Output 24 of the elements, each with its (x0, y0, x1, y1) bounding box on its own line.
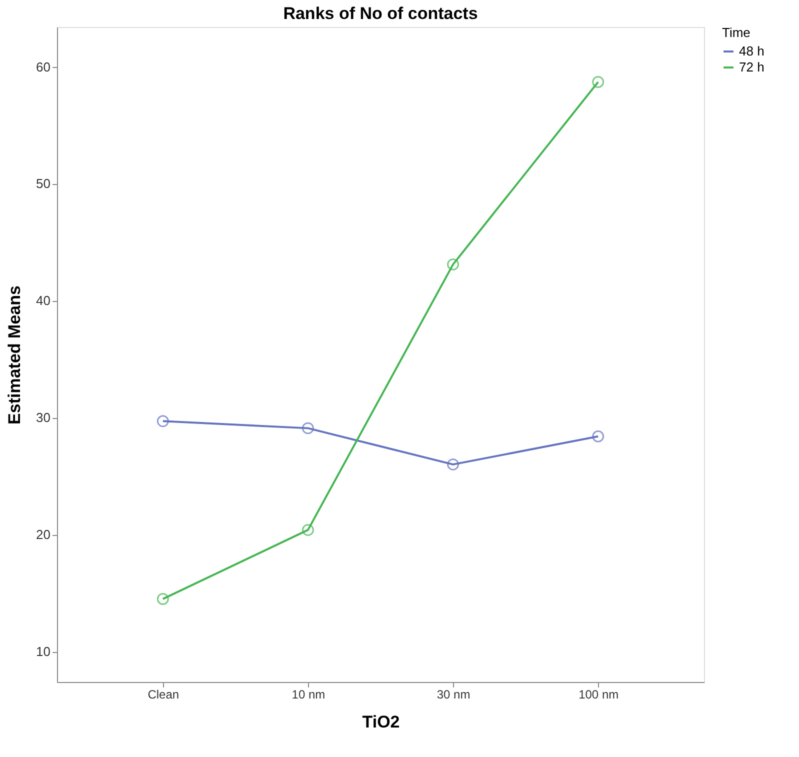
x-tick-label: 30 nm (436, 688, 470, 702)
point (156, 415, 169, 428)
point (302, 422, 314, 434)
x-tick-label: 10 nm (292, 688, 326, 702)
y-tick-label: 60 (36, 59, 50, 74)
y-tick-label: 50 (36, 176, 50, 192)
point (592, 430, 604, 442)
y-tick-label: 40 (36, 293, 50, 308)
x-axis-title: TiO2 (362, 712, 400, 732)
point (156, 592, 169, 605)
y-axis-title: Estimated Means (5, 286, 24, 424)
x-tick-label: Clean (148, 688, 180, 702)
chart-title: Ranks of No of contacts (283, 4, 478, 23)
y-tick-label: 20 (36, 527, 50, 542)
legend-label: 48 h (739, 44, 764, 58)
legend-label: 72 h (739, 60, 764, 74)
y-tick-label: 30 (36, 410, 50, 426)
legend-title: Time (722, 25, 750, 40)
y-tick-label: 10 (36, 644, 50, 660)
point (592, 76, 604, 88)
point (447, 458, 460, 470)
point (302, 524, 314, 536)
x-tick-label: 100 nm (578, 688, 619, 702)
point (447, 258, 460, 270)
